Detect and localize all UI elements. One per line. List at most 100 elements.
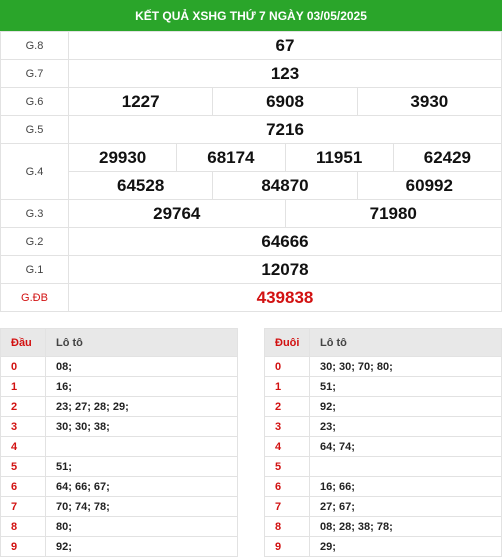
table-header: Đầu Lô tô xyxy=(0,328,238,357)
table-row: 2 92; xyxy=(264,396,502,417)
table-row: 5 xyxy=(264,456,502,477)
loto-values: 51; xyxy=(45,456,238,477)
prize-number-group: 29930 68174 11951 62429 64528 84870 6099… xyxy=(68,143,502,200)
loto-values: 23; 27; 28; 29; xyxy=(45,396,238,417)
prize-number: 29930 xyxy=(98,147,147,167)
prize-label: G.7 xyxy=(0,59,69,88)
prize-label: G.6 xyxy=(0,87,69,116)
prize-number: 67 xyxy=(68,31,502,60)
prize-number: 29764 xyxy=(153,203,201,223)
prize-row-g4: G.4 29930 68174 11951 62429 64528 84870 … xyxy=(0,143,502,200)
loto-key: 5 xyxy=(0,456,46,477)
loto-values: 29; xyxy=(309,536,502,557)
table-row: 1 16; xyxy=(0,376,238,397)
prize-row-g2: G.2 64666 xyxy=(0,227,502,256)
prize-number: 60992 xyxy=(356,172,501,199)
loto-values: 16; 66; xyxy=(309,476,502,497)
loto-key: 2 xyxy=(264,396,310,417)
prize-number: 84870 xyxy=(212,172,356,199)
table-row: 8 80; xyxy=(0,516,238,537)
loto-values: 70; 74; 78; xyxy=(45,496,238,517)
loto-values: 08; xyxy=(45,356,238,377)
loto-key: 8 xyxy=(264,516,310,537)
table-row: 3 30; 30; 38; xyxy=(0,416,238,437)
loto-values: 16; xyxy=(45,376,238,397)
prize-label: G.ĐB xyxy=(0,283,69,312)
prize-number: 3930 xyxy=(356,88,501,115)
loto-values: 23; xyxy=(309,416,502,437)
table-row: 2 23; 27; 28; 29; xyxy=(0,396,238,417)
table-row: 8 08; 28; 38; 78; xyxy=(264,516,502,537)
prize-number: 11951 xyxy=(284,144,393,171)
prize-label: G.4 xyxy=(0,143,69,200)
table-header: Đuôi Lô tô xyxy=(264,328,502,357)
loto-values: 92; xyxy=(309,396,502,417)
loto-values: 80; xyxy=(45,516,238,537)
table-row: 6 16; 66; xyxy=(264,476,502,497)
loto-values: 64; 74; xyxy=(309,436,502,457)
prize-row-g1: G.1 12078 xyxy=(0,255,502,284)
loto-key: 6 xyxy=(264,476,310,497)
loto-key: 7 xyxy=(0,496,46,517)
loto-key: 0 xyxy=(0,356,46,377)
prize-label: G.1 xyxy=(0,255,69,284)
loto-values: 27; 67; xyxy=(309,496,502,517)
prize-number: 71980 xyxy=(284,200,502,227)
loto-key: 4 xyxy=(264,436,310,457)
loto-key: 9 xyxy=(0,536,46,557)
loto-key: 0 xyxy=(264,356,310,377)
prize-number-group: 29764 71980 xyxy=(68,199,502,228)
prize-row-special: G.ĐB 439838 xyxy=(0,283,502,312)
prize-row-g3: G.3 29764 71980 xyxy=(0,199,502,228)
table-row: 9 29; xyxy=(264,536,502,557)
table-row: 4 xyxy=(0,436,238,457)
loto-key: 3 xyxy=(264,416,310,437)
loto-key: 6 xyxy=(0,476,46,497)
loto-key: 5 xyxy=(264,456,310,477)
table-row: 7 27; 67; xyxy=(264,496,502,517)
loto-values: 30; 30; 70; 80; xyxy=(309,356,502,377)
column-header: Đuôi xyxy=(264,328,310,357)
loto-values xyxy=(309,456,502,477)
table-row: 0 30; 30; 70; 80; xyxy=(264,356,502,377)
prize-label: G.5 xyxy=(0,115,69,144)
table-row: 7 70; 74; 78; xyxy=(0,496,238,517)
prize-number: 7216 xyxy=(68,115,502,144)
table-row: 3 23; xyxy=(264,416,502,437)
prize-row-g5: G.5 7216 xyxy=(0,115,502,144)
column-header: Đầu xyxy=(0,328,46,357)
prize-number: 68174 xyxy=(176,144,284,171)
prize-number: 12078 xyxy=(68,255,502,284)
prize-label: G.8 xyxy=(0,31,69,60)
loto-key: 2 xyxy=(0,396,46,417)
loto-key: 1 xyxy=(264,376,310,397)
loto-values: 08; 28; 38; 78; xyxy=(309,516,502,537)
loto-values: 51; xyxy=(309,376,502,397)
table-row: 6 64; 66; 67; xyxy=(0,476,238,497)
table-row: 0 08; xyxy=(0,356,238,377)
prize-row-g6: G.6 1227 6908 3930 xyxy=(0,87,502,116)
special-prize-number: 439838 xyxy=(68,283,502,312)
table-row: 4 64; 74; xyxy=(264,436,502,457)
loto-key: 3 xyxy=(0,416,46,437)
prize-table: G.8 67 G.7 123 G.6 1227 6908 3930 G.5 72… xyxy=(0,31,502,312)
prize-label: G.2 xyxy=(0,227,69,256)
prize-row-g7: G.7 123 xyxy=(0,59,502,88)
loto-key: 4 xyxy=(0,436,46,457)
loto-values xyxy=(45,436,238,457)
prize-number: 123 xyxy=(68,59,502,88)
prize-row-g8: G.8 67 xyxy=(0,31,502,60)
loto-key: 8 xyxy=(0,516,46,537)
prize-number: 64666 xyxy=(68,227,502,256)
table-row: 9 92; xyxy=(0,536,238,557)
column-header: Lô tô xyxy=(309,328,502,357)
prize-number: 64528 xyxy=(117,175,165,195)
loto-head-table: Đầu Lô tô 0 08; 1 16; 2 23; 27; 28; 29; 3 30… xyxy=(0,328,238,557)
loto-key: 7 xyxy=(264,496,310,517)
loto-values: 92; xyxy=(45,536,238,557)
column-header: Lô tô xyxy=(45,328,238,357)
prize-number: 1227 xyxy=(121,91,160,111)
prize-label: G.3 xyxy=(0,199,69,228)
table-row: 5 51; xyxy=(0,456,238,477)
